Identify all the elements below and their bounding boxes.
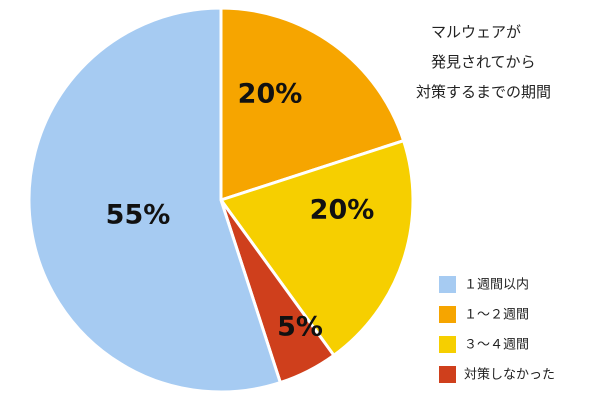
legend-label-3: ３～４週間	[464, 338, 529, 353]
slice-label-1: 55%	[106, 200, 171, 231]
pie-slice-1	[27, 6, 282, 394]
legend-swatch-2	[439, 306, 456, 323]
slice-label-3: 20%	[310, 195, 375, 226]
chart-title-line-1: マルウェアが	[431, 23, 521, 41]
slice-label-2: 20%	[238, 79, 303, 110]
pie-slices	[27, 6, 415, 394]
legend-label-4: 対策しなかった	[464, 367, 555, 383]
chart-title-line-2: 発見されてから	[431, 53, 536, 71]
slice-label-4: 5%	[277, 312, 323, 343]
legend-swatch-1	[439, 276, 456, 293]
chart-title: マルウェアが 発見されてから 対策するまでの期間	[416, 23, 551, 101]
pie-slice-2	[219, 6, 406, 202]
chart-title-line-3: 対策するまでの期間	[416, 83, 551, 101]
legend-label-1: １週間以内	[464, 277, 529, 293]
pie-slice-3	[219, 139, 415, 357]
slice-labels: 20% 20% 5% 55%	[106, 79, 375, 343]
legend-label-2: １～２週間	[464, 308, 529, 323]
legend-swatch-3	[439, 336, 456, 353]
legend-swatch-4	[439, 366, 456, 383]
